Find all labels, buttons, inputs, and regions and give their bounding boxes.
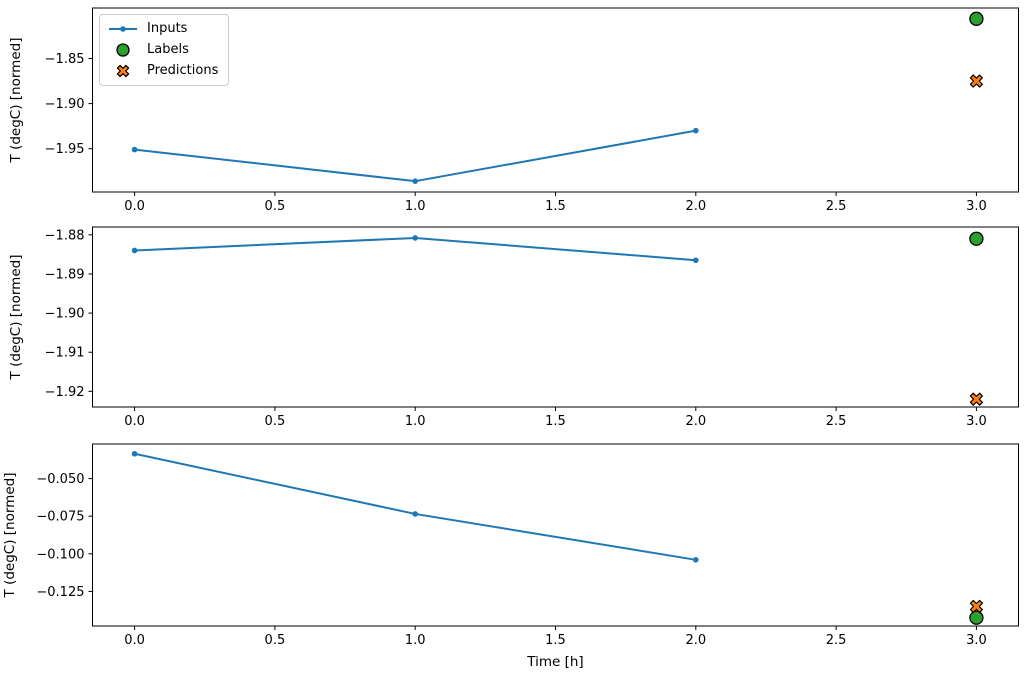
x-tick-label: 0.5 xyxy=(265,633,286,648)
y-tick-label: −1.91 xyxy=(45,346,85,361)
x-tick-label: 1.5 xyxy=(545,633,566,648)
y-axis-label: T (degC) [normed] xyxy=(8,38,24,164)
inputs-line xyxy=(134,452,696,561)
labels-marker xyxy=(969,231,984,246)
axes-frame xyxy=(92,7,1019,193)
x-tick-label: 2.0 xyxy=(685,633,706,648)
subplot-1: 0.0 0.5 1.0 1.5 2.0 2.5 3.0 −1.85 −1.90 −1.95 T (d… xyxy=(8,7,1019,214)
x-tick-label: 1.5 xyxy=(545,199,566,214)
y-tick-label: −1.88 xyxy=(45,228,85,243)
subplot-3: 0.0 0.5 1.0 1.5 2.0 2.5 3.0 −0.050 −0.075 −0.100 −… xyxy=(2,443,1019,670)
x-tick-label: 2.0 xyxy=(685,414,706,429)
legend-label-labels: Labels xyxy=(147,42,189,57)
y-tick-label: −0.125 xyxy=(36,585,84,600)
inputs-marker xyxy=(412,235,418,241)
axes-frame xyxy=(92,226,1019,408)
predictions-marker xyxy=(969,392,984,406)
x-tick-label: 3.0 xyxy=(966,414,987,429)
inputs-marker xyxy=(693,557,699,563)
y-tick-label: −1.90 xyxy=(45,307,85,322)
y-tick-label: −1.85 xyxy=(45,52,85,67)
inputs-marker xyxy=(693,257,699,264)
inputs-line-icon xyxy=(109,26,137,32)
predictions-marker xyxy=(969,599,984,614)
legend: Inputs Labels Predictions xyxy=(99,14,229,86)
x-tick-label: 0.0 xyxy=(124,633,145,648)
legend-item-labels: Labels xyxy=(107,41,220,59)
subplot-2: 0.0 0.5 1.0 1.5 2.0 2.5 3.0 −1.88 −1.89 −1.90 −1.9… xyxy=(8,226,1019,429)
inputs-marker xyxy=(412,511,418,517)
inputs-marker xyxy=(131,247,138,254)
x-tick-label: 2.0 xyxy=(685,199,706,214)
x-axis-label: Time [h] xyxy=(526,654,583,670)
x-tick-label: 2.5 xyxy=(826,414,847,429)
labels-circle-icon xyxy=(116,43,130,57)
axes-frame xyxy=(92,443,1019,627)
x-tick-label: 2.5 xyxy=(826,199,847,214)
x-tick-label: 2.5 xyxy=(826,633,847,648)
y-tick-label: −0.050 xyxy=(36,472,84,487)
x-tick-label: 0.0 xyxy=(124,199,145,214)
y-tick-label: −1.95 xyxy=(45,142,85,157)
legend-label-predictions: Predictions xyxy=(147,63,219,78)
x-tick-label: 1.0 xyxy=(405,414,426,429)
legend-item-predictions: Predictions xyxy=(107,62,220,80)
labels-marker xyxy=(969,11,984,26)
inputs-line xyxy=(134,129,696,183)
x-tick-label: 3.0 xyxy=(966,633,987,648)
y-tick-label: −0.100 xyxy=(36,547,84,562)
predictions-x-icon xyxy=(116,64,130,78)
predictions-marker xyxy=(969,74,984,88)
y-tick-label: −1.90 xyxy=(45,97,85,112)
y-axis-label: T (degC) [normed] xyxy=(8,255,24,381)
inputs-marker xyxy=(693,127,699,134)
x-tick-label: 0.5 xyxy=(265,199,286,214)
inputs-marker xyxy=(131,146,138,153)
inputs-line xyxy=(134,236,696,262)
inputs-marker xyxy=(131,450,138,457)
y-tick-label: −1.89 xyxy=(45,267,85,282)
x-tick-label: 3.0 xyxy=(966,199,987,214)
inputs-marker xyxy=(412,178,418,184)
y-tick-label: −0.075 xyxy=(36,510,84,525)
x-tick-label: 0.5 xyxy=(265,414,286,429)
x-tick-label: 0.0 xyxy=(124,414,145,429)
labels-marker xyxy=(969,610,984,625)
y-tick-label: −1.92 xyxy=(45,385,85,400)
x-tick-label: 1.0 xyxy=(405,633,426,648)
legend-item-inputs: Inputs xyxy=(107,20,220,38)
y-axis-label: T (degC) [normed] xyxy=(2,473,18,599)
legend-label-inputs: Inputs xyxy=(147,21,188,36)
x-tick-label: 1.0 xyxy=(405,199,426,214)
x-tick-label: 1.5 xyxy=(545,414,566,429)
